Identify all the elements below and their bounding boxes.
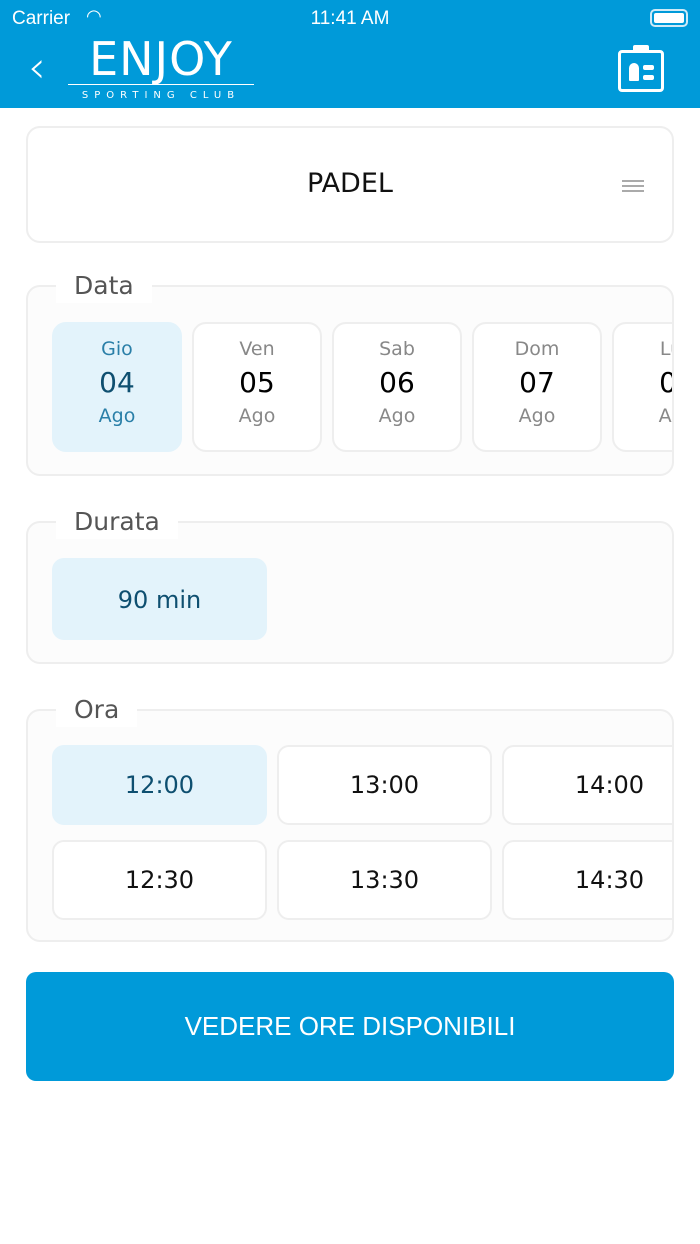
date-day: Ven [239,338,275,360]
date-day: Gio [101,338,133,360]
show-available-hours-button[interactable]: VEDERE ORE DISPONIBILI [26,972,674,1081]
sport-title: PADEL [307,168,393,199]
time-section: Ora 12:00 13:00 14:00 12:30 13:30 14:30 [26,693,674,942]
clock: 11:41 AM [310,8,390,29]
wifi-icon: ◠ [86,6,102,26]
time-slot[interactable]: 13:00 [277,745,492,825]
date-month: Ago [518,405,556,427]
date-scroller[interactable]: Gio 04 Ago Ven 05 Ago Sab 06 Ago Dom 07 Ago Lun 08 Ago [52,322,672,454]
header: Carrier ◠ 11:41 AM ‹ ENJOY SPORTING CLUB [0,0,700,108]
date-section: Data Gio04AgoVen05AgoSab06AgoDom07AgoLun… [26,269,674,476]
date-label: Data [56,269,152,303]
date-num: 05 [239,366,275,399]
logo: ENJOY SPORTING CLUB [68,34,254,101]
date-option[interactable]: Dom 07 Ago [472,322,602,452]
date-day: Lun [659,338,672,360]
time-slot[interactable]: 12:30 [52,840,267,920]
date-day: Dom [514,338,560,360]
date-num: 06 [379,366,415,399]
back-chevron-icon[interactable]: ‹ [28,42,46,93]
date-num: 07 [519,366,555,399]
battery-icon [650,9,688,27]
date-month: Ago [658,405,672,427]
carrier-label: Carrier [12,8,71,29]
duration-option[interactable]: 90 min [52,558,267,640]
duration-section: Durata 90 min [26,505,674,664]
date-num: 08 [659,366,672,399]
date-month: Ago [238,405,276,427]
logo-subtitle: SPORTING CLUB [81,90,241,101]
date-option[interactable]: Ven 05 Ago [192,322,322,452]
menu-lines-icon[interactable] [622,180,644,192]
time-label: Ora [56,693,138,727]
date-option[interactable]: Gio 04 Ago [52,322,182,452]
time-slot[interactable]: 14:30 [502,840,672,920]
duration-label: Durata [56,505,178,539]
date-option[interactable]: Lun 08 Ago [612,322,672,452]
time-slot[interactable]: 13:30 [277,840,492,920]
date-num: 04 [99,366,135,399]
date-month: Ago [378,405,416,427]
time-slot[interactable]: 12:00 [52,745,267,825]
id-badge-icon[interactable] [618,45,664,92]
status-bar: Carrier ◠ 11:41 AM [0,6,700,30]
date-month: Ago [98,405,136,427]
time-slot[interactable]: 14:00 [502,745,672,825]
logo-text: ENJOY [68,34,254,85]
time-scroller[interactable]: 12:00 13:00 14:00 12:30 13:30 14:30 [52,745,672,923]
sport-selector[interactable]: PADEL [26,126,674,243]
date-option[interactable]: Sab 06 Ago [332,322,462,452]
date-day: Sab [379,338,415,360]
